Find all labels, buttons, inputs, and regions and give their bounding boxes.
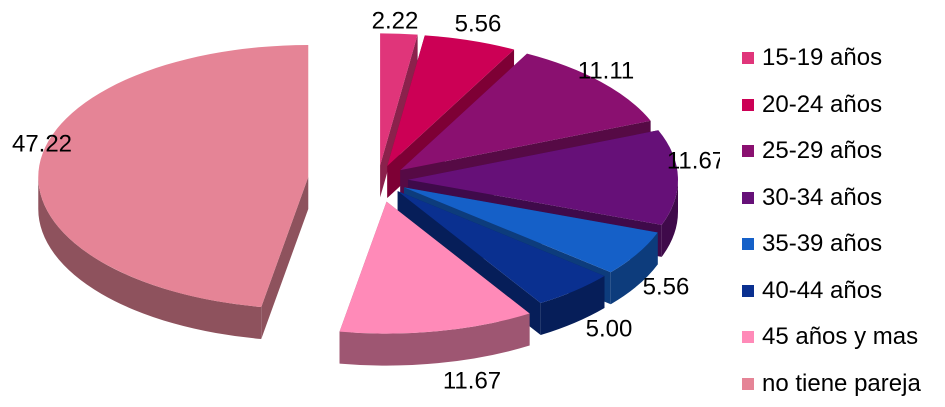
legend-label: 20-24 años xyxy=(762,91,882,119)
data-label-7: 11.67 xyxy=(443,367,501,394)
legend-swatch xyxy=(742,145,754,157)
data-label-4: 11.67 xyxy=(667,147,720,174)
legend-item-2: 20-24 años xyxy=(742,82,945,129)
legend-label: 45 años y mas xyxy=(762,323,918,351)
legend-label: 25-29 años xyxy=(762,137,882,165)
legend-label: no tiene pareja xyxy=(762,370,921,398)
legend-swatch xyxy=(742,378,754,390)
legend-swatch xyxy=(742,99,754,111)
legend-label: 40-44 años xyxy=(762,277,882,305)
legend-item-6: 40-44 años xyxy=(742,268,945,315)
legend-swatch xyxy=(742,52,754,64)
data-label-6: 5.00 xyxy=(586,315,633,342)
legend-swatch xyxy=(742,238,754,250)
data-label-8: 47.22 xyxy=(12,130,72,157)
data-label-3: 11.11 xyxy=(578,57,635,84)
legend-label: 30-34 años xyxy=(762,184,882,212)
legend-swatch xyxy=(742,331,754,343)
data-label-2: 5.56 xyxy=(455,10,502,37)
legend-item-8: no tiene pareja xyxy=(742,361,945,407)
legend-item-4: 30-34 años xyxy=(742,175,945,222)
legend-label: 15-19 años xyxy=(762,44,882,72)
legend-item-1: 15-19 años xyxy=(742,35,945,82)
legend-swatch xyxy=(742,285,754,297)
chart-legend: 15-19 años 20-24 años 25-29 años 30-34 años… xyxy=(742,35,945,407)
legend-item-5: 35-39 años xyxy=(742,221,945,268)
data-label-1: 2.22 xyxy=(372,7,419,34)
data-label-5: 5.56 xyxy=(643,273,690,300)
legend-item-3: 25-29 años xyxy=(742,128,945,175)
legend-label: 35-39 años xyxy=(762,230,882,258)
legend-swatch xyxy=(742,192,754,204)
legend-item-7: 45 años y mas xyxy=(742,314,945,361)
pie-chart: 2.22 5.56 11.11 11.67 5.56 5.00 11.67 47.22 xyxy=(0,0,720,399)
